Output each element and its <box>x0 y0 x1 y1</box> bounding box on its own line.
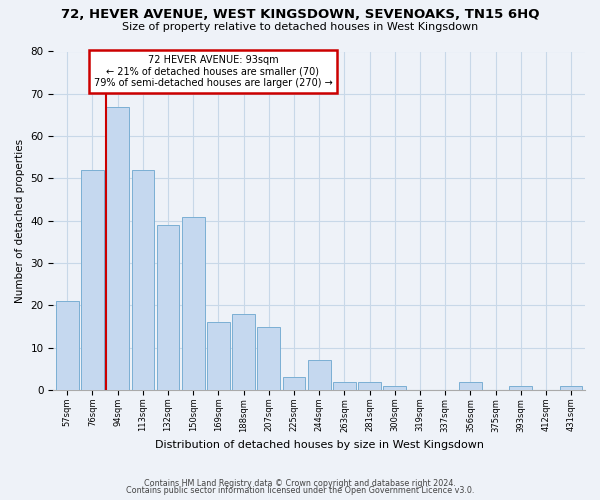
Bar <box>257 326 280 390</box>
Bar <box>283 378 305 390</box>
Bar <box>106 106 129 390</box>
Text: Contains public sector information licensed under the Open Government Licence v3: Contains public sector information licen… <box>126 486 474 495</box>
Bar <box>232 314 255 390</box>
Bar <box>81 170 104 390</box>
Text: 72 HEVER AVENUE: 93sqm
← 21% of detached houses are smaller (70)
79% of semi-det: 72 HEVER AVENUE: 93sqm ← 21% of detached… <box>94 55 332 88</box>
Bar <box>509 386 532 390</box>
Y-axis label: Number of detached properties: Number of detached properties <box>15 138 25 303</box>
Text: Contains HM Land Registry data © Crown copyright and database right 2024.: Contains HM Land Registry data © Crown c… <box>144 478 456 488</box>
Text: 72, HEVER AVENUE, WEST KINGSDOWN, SEVENOAKS, TN15 6HQ: 72, HEVER AVENUE, WEST KINGSDOWN, SEVENO… <box>61 8 539 20</box>
Bar <box>182 216 205 390</box>
Bar <box>157 225 179 390</box>
Bar <box>560 386 583 390</box>
Bar <box>56 301 79 390</box>
Text: Size of property relative to detached houses in West Kingsdown: Size of property relative to detached ho… <box>122 22 478 32</box>
Bar <box>131 170 154 390</box>
Bar <box>383 386 406 390</box>
X-axis label: Distribution of detached houses by size in West Kingsdown: Distribution of detached houses by size … <box>155 440 484 450</box>
Bar <box>207 322 230 390</box>
Bar <box>459 382 482 390</box>
Bar <box>308 360 331 390</box>
Bar <box>333 382 356 390</box>
Bar <box>358 382 381 390</box>
